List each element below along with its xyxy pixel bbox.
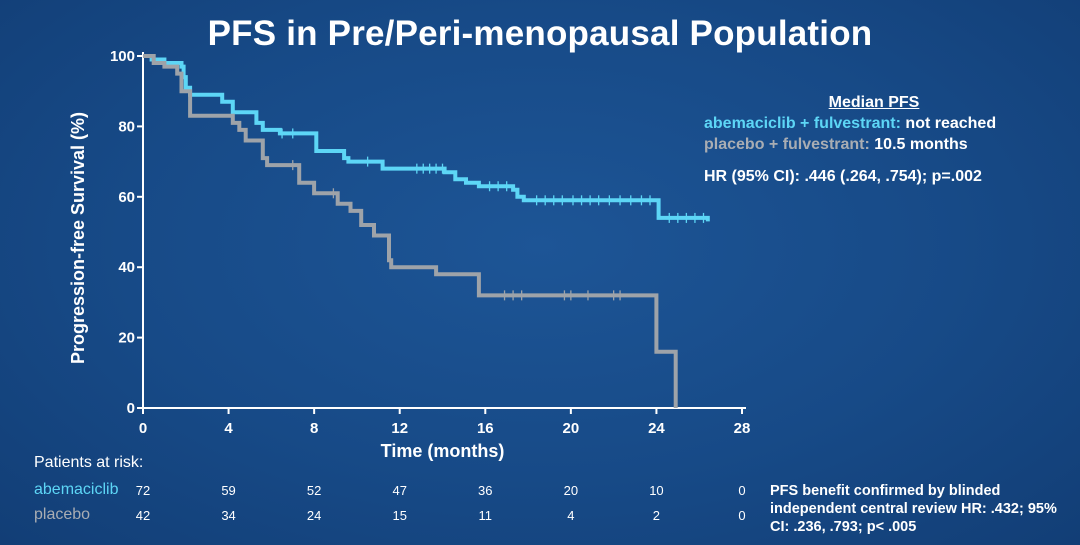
risk-count: 20 — [563, 483, 579, 498]
risk-count: 34 — [221, 508, 236, 523]
risk-count: 59 — [221, 483, 236, 498]
risk-count: 42 — [135, 508, 151, 523]
risk-count: 2 — [652, 508, 661, 523]
x-tick-label: 24 — [648, 420, 665, 437]
legend-placebo-value: 10.5 months — [869, 136, 968, 153]
chart-title: PFS in Pre/Peri-menopausal Population — [207, 14, 873, 53]
risk-label-abemaciclib: abemaciclib — [34, 481, 119, 498]
y-tick-label: 80 — [118, 118, 135, 135]
x-axis-title: Time (months) — [381, 441, 505, 461]
risk-row-placebo: placebo 42 34 24 15 11 4 2 0 — [0, 506, 780, 526]
km-curve-abemaciclib — [143, 54, 710, 222]
y-tick-label: 40 — [118, 259, 135, 276]
risk-count: 36 — [478, 483, 493, 498]
risk-count: 10 — [649, 483, 664, 498]
legend-abemaciclib-value: not reached — [900, 115, 997, 132]
risk-count: 11 — [478, 508, 493, 523]
x-tick-label: 16 — [477, 420, 494, 437]
x-tick-label: 28 — [734, 420, 751, 437]
risk-count: 24 — [306, 508, 322, 523]
y-tick-label: 60 — [118, 189, 135, 206]
risk-count: 47 — [392, 483, 407, 498]
x-tick-label: 20 — [563, 420, 580, 437]
risk-count: 52 — [306, 483, 322, 498]
risk-count: 4 — [567, 508, 575, 523]
x-tick-label: 12 — [391, 420, 408, 437]
x-tick-label: 0 — [139, 420, 147, 437]
legend-abemaciclib: abemaciclib + fulvestrant: not reached — [704, 115, 1064, 133]
km-curve-placebo — [143, 54, 678, 408]
risk-row-abemaciclib: abemaciclib 72 59 52 47 36 20 10 0 — [0, 481, 780, 501]
legend-abemaciclib-name: abemaciclib + fulvestrant: — [704, 115, 901, 132]
legend-placebo-name: placebo + fulvestrant: — [704, 136, 870, 153]
axes: 0 20 40 60 80 100 0 4 8 12 16 20 24 28 Time (months) Pr… — [68, 48, 750, 461]
hazard-ratio-text: HR (95% CI): .446 (.264, .754); p=.002 — [704, 168, 982, 185]
legend-placebo: placebo + fulvestrant: 10.5 months — [704, 136, 1064, 154]
risk-count: 15 — [392, 508, 407, 523]
risk-label-placebo: placebo — [34, 506, 91, 523]
ircr-footnote: PFS benefit confirmed by blinded indepen… — [770, 483, 1057, 535]
series-layer — [143, 54, 710, 408]
median-pfs-header: Median PFS — [828, 94, 920, 111]
median-pfs-legend: Median PFS abemaciclib + fulvestrant: no… — [704, 94, 1064, 186]
risk-count: 72 — [135, 483, 151, 498]
x-tick-label: 4 — [224, 420, 233, 437]
y-axis-title: Progression-free Survival (%) — [68, 112, 88, 364]
y-tick-label: 0 — [127, 400, 135, 417]
risk-table-title: Patients at risk: — [34, 454, 144, 471]
y-tick-label: 100 — [110, 48, 135, 65]
y-tick-label: 20 — [118, 330, 135, 347]
risk-count: 0 — [738, 483, 746, 498]
risk-count: 0 — [738, 508, 746, 523]
x-tick-label: 8 — [310, 420, 318, 437]
